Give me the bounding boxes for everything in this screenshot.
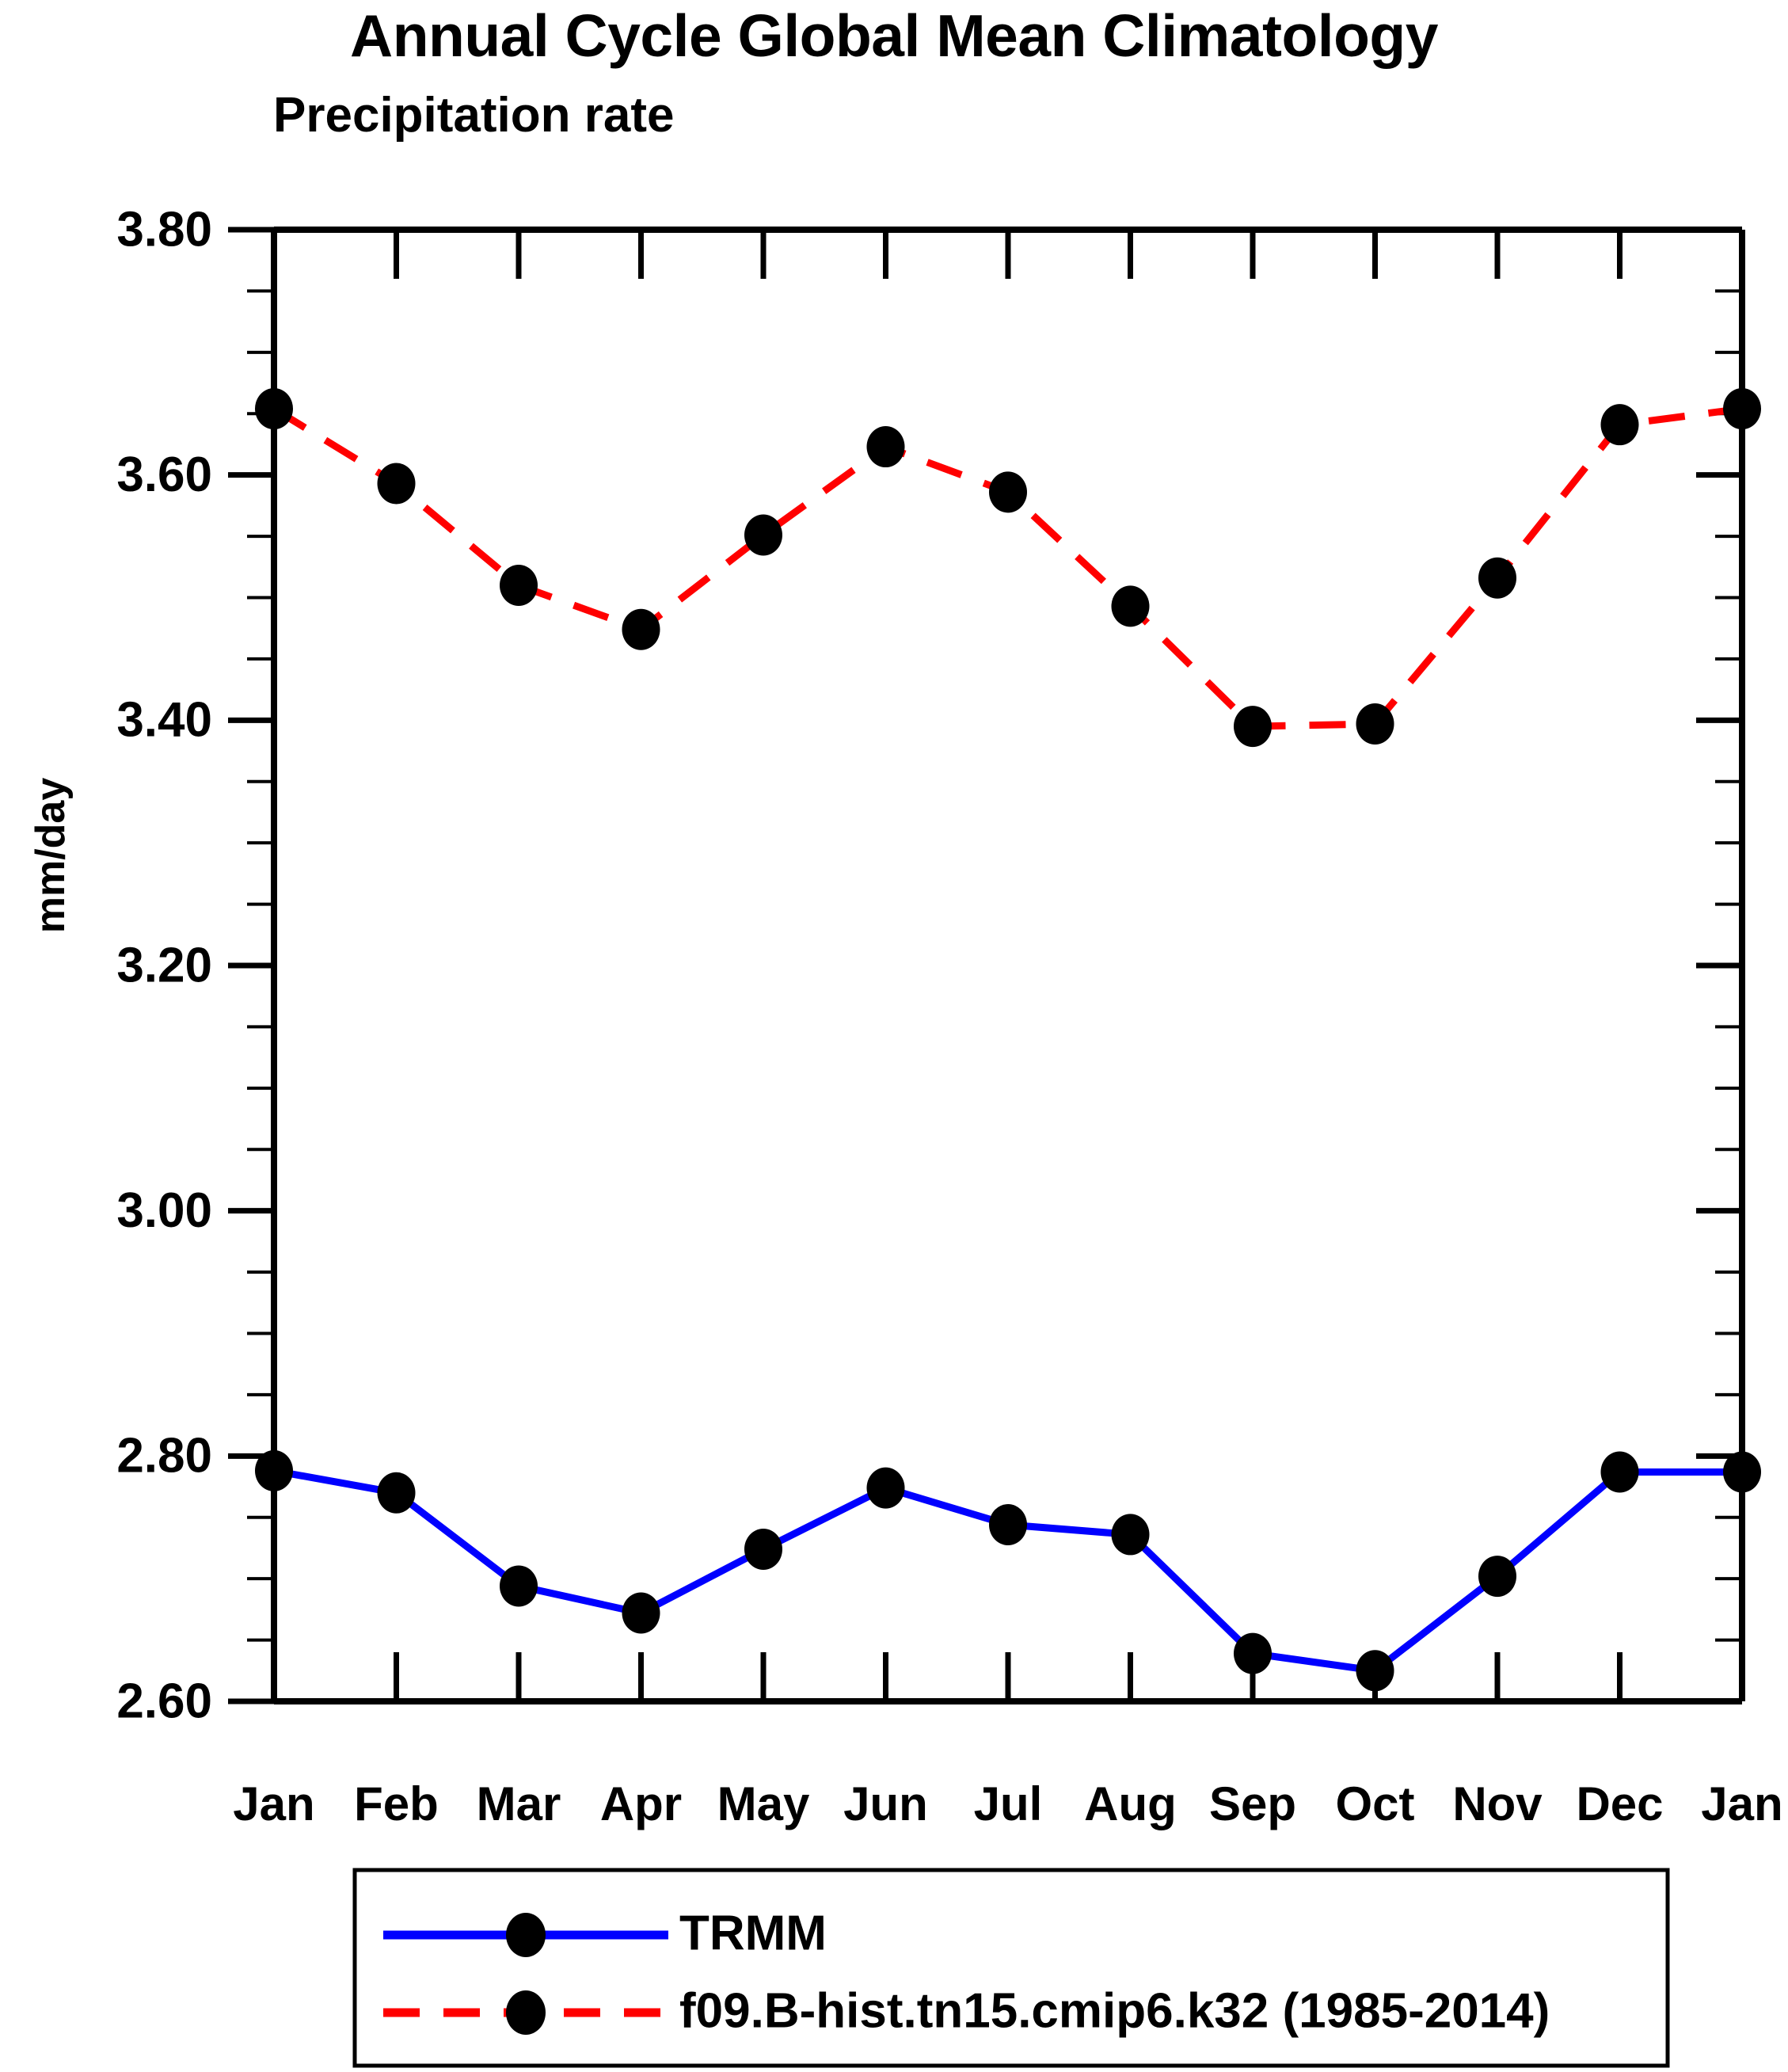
data-point: [744, 1529, 782, 1571]
data-point: [1478, 557, 1516, 599]
chart-title: Annual Cycle Global Mean Climatology: [350, 2, 1438, 69]
data-point: [500, 1565, 538, 1607]
data-point: [744, 514, 782, 556]
legend-entry-model-marker: [506, 1990, 546, 2035]
data-point: [1478, 1556, 1516, 1598]
x-tick-label: Jan: [1701, 1777, 1782, 1830]
data-point: [1356, 1650, 1394, 1692]
y-tick-label: 3.60: [116, 448, 212, 502]
data-point: [1600, 1451, 1639, 1493]
data-point: [989, 471, 1027, 513]
y-tick-label: 3.40: [116, 693, 212, 748]
data-point: [622, 1592, 660, 1634]
series-line-f09: [272, 405, 1743, 730]
x-tick-label: Jun: [843, 1777, 928, 1830]
data-point: [1111, 1514, 1150, 1556]
x-tick-label: Oct: [1335, 1777, 1414, 1830]
x-tick-label: Sep: [1209, 1777, 1296, 1830]
x-tick-label: Dec: [1576, 1777, 1663, 1830]
y-tick-label: 3.00: [116, 1183, 212, 1238]
x-tick-label: Mar: [477, 1777, 561, 1830]
legend-entry-trmm-label: TRMM: [679, 1906, 827, 1960]
data-point: [255, 1449, 293, 1491]
data-point: [1723, 388, 1761, 430]
data-point: [1356, 703, 1394, 745]
data-point: [1723, 1451, 1761, 1493]
data-point: [1600, 404, 1639, 446]
data-point: [866, 426, 905, 468]
x-tick-label: May: [717, 1777, 810, 1830]
legend-entry-trmm-marker: [506, 1913, 546, 1957]
data-point: [1234, 1632, 1272, 1674]
data-point: [255, 388, 293, 430]
data-point: [866, 1467, 905, 1509]
y-tick-label: 3.80: [116, 202, 212, 257]
legend-entry-model-label: f09.B-hist.tn15.cmip6.k32 (1985-2014): [679, 1983, 1550, 2038]
data-point: [989, 1504, 1027, 1546]
y-tick-label: 2.60: [116, 1674, 212, 1728]
legend-box: [352, 1868, 1670, 2068]
series-line-trmm: [273, 1467, 1742, 1675]
x-tick-label: Aug: [1084, 1777, 1177, 1830]
x-tick-label: Jul: [974, 1777, 1043, 1830]
x-tick-label: Jan: [233, 1777, 314, 1830]
data-point: [1111, 585, 1150, 627]
y-tick-label: 2.80: [116, 1429, 212, 1484]
data-point: [1234, 706, 1272, 748]
y-tick-label: 3.20: [116, 938, 212, 992]
x-tick-label: Nov: [1452, 1777, 1543, 1830]
data-point: [622, 608, 660, 650]
x-tick-label: Feb: [354, 1777, 439, 1830]
chart-subtitle: Precipitation rate: [273, 88, 675, 143]
x-tick-label: Apr: [600, 1777, 682, 1830]
data-point: [500, 565, 538, 607]
data-point: [377, 463, 416, 505]
data-point: [377, 1472, 416, 1514]
